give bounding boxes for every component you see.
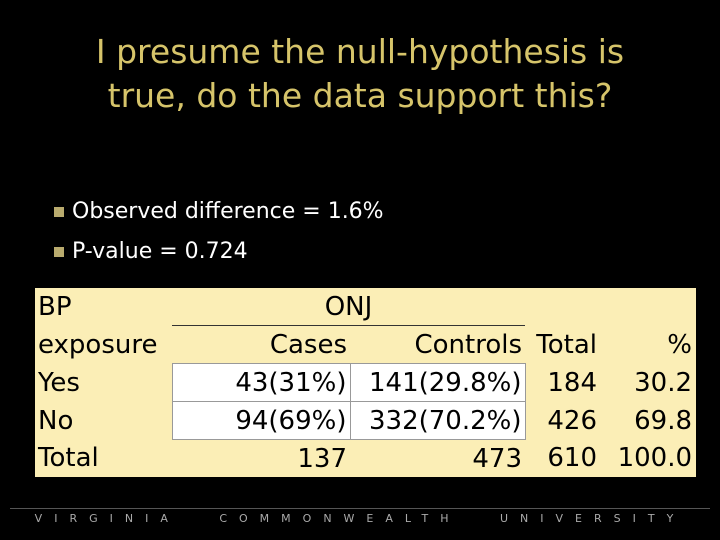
table-row: BP ONJ: [35, 288, 695, 326]
footer: VIRGINIA COMMONWEALTH UNIVERSITY: [34, 512, 686, 525]
cell: 30.2: [634, 367, 692, 398]
title-line: I presume the null-hypothesis is: [95, 32, 625, 71]
table-row: No 94(69%) 332(70.2%) 426 69.8: [35, 401, 695, 440]
cell: Total: [536, 329, 597, 360]
cell: 69.8: [634, 405, 692, 436]
bullet-mark: [54, 207, 64, 217]
cell: %: [667, 329, 692, 360]
cell: 184: [547, 367, 597, 398]
bullet-text: Observed difference = 1.6%: [72, 199, 384, 224]
cell: 94(69%): [171, 401, 351, 440]
cell: 100.0: [617, 443, 692, 474]
cell: Total: [38, 443, 99, 474]
cell: 43(31%): [171, 363, 351, 402]
cell: No: [38, 405, 74, 436]
bullet-text: P-value = 0.724: [72, 239, 248, 264]
bullet: Observed difference = 1.6%: [54, 192, 384, 232]
title-line: true, do the data support this?: [107, 76, 613, 115]
bullet-mark: [54, 247, 64, 257]
cell: 473: [472, 443, 522, 474]
cell: BP: [38, 291, 72, 322]
cell: 610: [547, 443, 597, 474]
table-row: Yes 43(31%) 141(29.8%) 184 30.2: [35, 363, 695, 402]
table-row: Total 137 473 610 100.0: [35, 440, 695, 478]
bullet: P-value = 0.724: [54, 232, 384, 272]
cell: 141(29.8%): [349, 363, 526, 402]
cell: Cases: [269, 329, 347, 360]
cell: Yes: [38, 367, 80, 398]
title: I presume the null-hypothesis is true, d…: [0, 30, 720, 118]
data-table: BP ONJ exposure Cases Controls Total % Y…: [35, 288, 696, 477]
footer-rule: [10, 508, 710, 509]
cell: 137: [297, 443, 347, 474]
cell: exposure: [38, 329, 158, 360]
cell: 426: [547, 405, 597, 436]
cell: ONJ: [172, 288, 525, 326]
cell: Controls: [414, 329, 522, 360]
cell: 332(70.2%): [349, 401, 526, 440]
bullet-list: Observed difference = 1.6% P-value = 0.7…: [54, 192, 384, 272]
table-row: exposure Cases Controls Total %: [35, 326, 695, 364]
